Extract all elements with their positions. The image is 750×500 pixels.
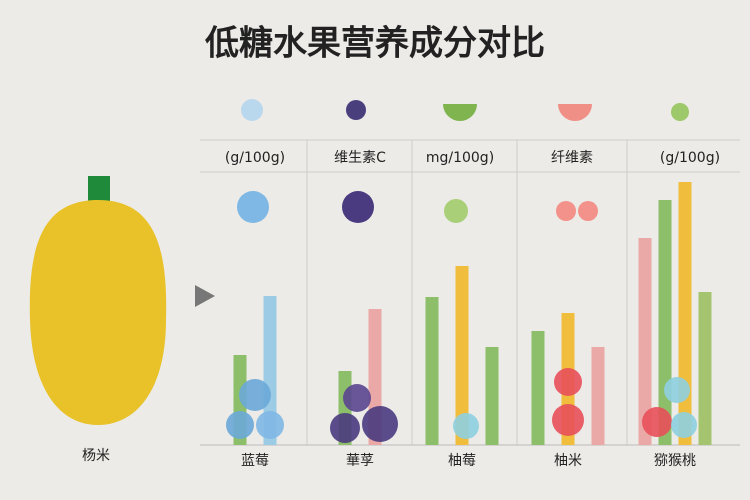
bar bbox=[531, 331, 545, 445]
fruit-decoration bbox=[239, 379, 271, 411]
icon bbox=[444, 199, 468, 223]
icon bbox=[241, 99, 263, 121]
column-header: 维生素C bbox=[334, 150, 386, 166]
bar bbox=[263, 296, 277, 445]
bar bbox=[638, 238, 652, 445]
table-frame bbox=[200, 139, 740, 446]
bar bbox=[698, 292, 712, 445]
icon bbox=[237, 191, 269, 223]
fruit-decoration bbox=[554, 368, 582, 396]
fruit-icons bbox=[195, 99, 689, 307]
x-tick-label: 華莩 bbox=[346, 453, 374, 469]
icon bbox=[556, 201, 576, 221]
x-tick-label: 柚莓 bbox=[448, 453, 476, 469]
x-tick-label: 猕猴桃 bbox=[654, 453, 696, 469]
column-header: mg/100g) bbox=[426, 150, 494, 166]
fruit-decoration bbox=[453, 413, 479, 439]
column-header: (g/100g) bbox=[660, 150, 720, 166]
x-tick-label: 柚米 bbox=[554, 453, 582, 469]
chart-title: 低糖水果营养成分对比 bbox=[205, 24, 545, 64]
pepper-body bbox=[29, 200, 167, 425]
bar bbox=[678, 182, 692, 445]
fruit-decoration bbox=[330, 413, 360, 443]
fruit-decoration bbox=[642, 407, 672, 437]
fruit-decoration bbox=[226, 411, 254, 439]
bar bbox=[455, 266, 469, 445]
fruit-decoration bbox=[552, 404, 584, 436]
fruit-decoration bbox=[362, 406, 398, 442]
icon bbox=[558, 104, 592, 121]
icon bbox=[578, 201, 598, 221]
x-tick-label: 蓝莓 bbox=[241, 453, 269, 469]
side-label: 杨米 bbox=[82, 448, 110, 464]
icon bbox=[443, 104, 477, 121]
arrow bbox=[195, 285, 215, 307]
fruit-decoration bbox=[664, 377, 690, 403]
bar bbox=[485, 347, 499, 445]
icon bbox=[342, 191, 374, 223]
fruit-decoration bbox=[343, 384, 371, 412]
pepper bbox=[29, 176, 167, 425]
icon bbox=[346, 100, 366, 120]
column-header: 纤维素 bbox=[551, 150, 593, 166]
bar bbox=[591, 347, 605, 445]
fruit-decoration bbox=[671, 412, 697, 438]
stem bbox=[88, 176, 110, 204]
bar bbox=[425, 297, 439, 445]
fruit-decoration bbox=[256, 411, 284, 439]
icon bbox=[671, 103, 689, 121]
column-header: (g/100g) bbox=[225, 150, 285, 166]
